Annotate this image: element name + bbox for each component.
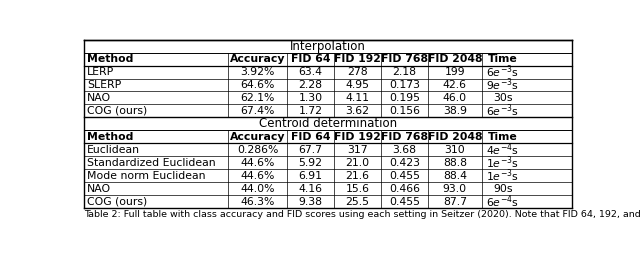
Text: 87.7: 87.7 xyxy=(443,197,467,207)
Text: $9e^{-3}$s: $9e^{-3}$s xyxy=(486,77,519,93)
Text: FID 192: FID 192 xyxy=(334,132,381,142)
Text: Centroid determination: Centroid determination xyxy=(259,117,397,130)
Text: 0.466: 0.466 xyxy=(389,184,420,194)
Text: SLERP: SLERP xyxy=(87,80,121,90)
Text: $6e^{-4}$s: $6e^{-4}$s xyxy=(486,193,519,210)
Text: Table 2: Full table with class accuracy and FID scores using each setting in Sei: Table 2: Full table with class accuracy … xyxy=(84,210,640,219)
Text: COG (ours): COG (ours) xyxy=(87,197,147,207)
Text: 2.18: 2.18 xyxy=(392,67,417,77)
Text: 4.11: 4.11 xyxy=(346,93,369,103)
Text: Time: Time xyxy=(488,132,518,142)
Text: 42.6: 42.6 xyxy=(443,80,467,90)
Text: 1.72: 1.72 xyxy=(299,106,323,116)
Text: 63.4: 63.4 xyxy=(299,67,323,77)
Text: 21.6: 21.6 xyxy=(346,171,369,181)
Text: 44.6%: 44.6% xyxy=(241,158,275,168)
Text: Method: Method xyxy=(87,54,133,64)
Text: $6e^{-3}$s: $6e^{-3}$s xyxy=(486,103,519,119)
Text: 62.1%: 62.1% xyxy=(241,93,275,103)
Text: Time: Time xyxy=(488,54,518,64)
Text: 4.95: 4.95 xyxy=(346,80,369,90)
Text: FID 768: FID 768 xyxy=(381,132,428,142)
Text: Accuracy: Accuracy xyxy=(230,132,285,142)
Text: Euclidean: Euclidean xyxy=(87,145,140,155)
Text: FID 192: FID 192 xyxy=(334,54,381,64)
Text: NAO: NAO xyxy=(87,184,111,194)
Text: 46.0: 46.0 xyxy=(443,93,467,103)
Text: Interpolation: Interpolation xyxy=(290,40,366,53)
Text: 64.6%: 64.6% xyxy=(241,80,275,90)
Text: $6e^{-3}$s: $6e^{-3}$s xyxy=(486,64,519,80)
Text: 3.62: 3.62 xyxy=(346,106,369,116)
Text: 88.8: 88.8 xyxy=(443,158,467,168)
Text: $1e^{-3}$s: $1e^{-3}$s xyxy=(486,167,519,184)
Text: 38.9: 38.9 xyxy=(443,106,467,116)
Text: NAO: NAO xyxy=(87,93,111,103)
Text: 30s: 30s xyxy=(493,93,513,103)
Text: FID 2048: FID 2048 xyxy=(428,54,482,64)
Text: 21.0: 21.0 xyxy=(346,158,369,168)
Text: 9.38: 9.38 xyxy=(299,197,323,207)
Text: Mode norm Euclidean: Mode norm Euclidean xyxy=(87,171,205,181)
Text: 44.6%: 44.6% xyxy=(241,171,275,181)
Text: $4e^{-4}$s: $4e^{-4}$s xyxy=(486,141,519,158)
Text: 317: 317 xyxy=(348,145,368,155)
Text: Method: Method xyxy=(87,132,133,142)
Text: 0.156: 0.156 xyxy=(389,106,420,116)
Text: 6.91: 6.91 xyxy=(299,171,323,181)
Text: 3.92%: 3.92% xyxy=(241,67,275,77)
Text: 93.0: 93.0 xyxy=(443,184,467,194)
Text: 0.455: 0.455 xyxy=(389,197,420,207)
Text: Accuracy: Accuracy xyxy=(230,54,285,64)
Text: 0.195: 0.195 xyxy=(389,93,420,103)
Text: FID 768: FID 768 xyxy=(381,54,428,64)
Text: 44.0%: 44.0% xyxy=(241,184,275,194)
Text: 67.7: 67.7 xyxy=(299,145,323,155)
Text: $1e^{-3}$s: $1e^{-3}$s xyxy=(486,154,519,171)
Text: 88.4: 88.4 xyxy=(443,171,467,181)
Text: 25.5: 25.5 xyxy=(346,197,369,207)
Text: 0.173: 0.173 xyxy=(389,80,420,90)
Text: 67.4%: 67.4% xyxy=(241,106,275,116)
Text: 2.28: 2.28 xyxy=(299,80,323,90)
Text: 46.3%: 46.3% xyxy=(241,197,275,207)
Text: 90s: 90s xyxy=(493,184,513,194)
Text: FID 2048: FID 2048 xyxy=(428,132,482,142)
Text: 4.16: 4.16 xyxy=(299,184,323,194)
Text: Standardized Euclidean: Standardized Euclidean xyxy=(87,158,216,168)
Text: COG (ours): COG (ours) xyxy=(87,106,147,116)
Text: 278: 278 xyxy=(348,67,368,77)
Text: 3.68: 3.68 xyxy=(392,145,417,155)
Text: 1.30: 1.30 xyxy=(299,93,323,103)
Text: 5.92: 5.92 xyxy=(299,158,323,168)
Text: 199: 199 xyxy=(445,67,465,77)
Text: 15.6: 15.6 xyxy=(346,184,369,194)
Text: LERP: LERP xyxy=(87,67,114,77)
Text: FID 64: FID 64 xyxy=(291,54,330,64)
Text: 0.455: 0.455 xyxy=(389,171,420,181)
Text: 310: 310 xyxy=(445,145,465,155)
Text: 0.423: 0.423 xyxy=(389,158,420,168)
Text: 0.286%: 0.286% xyxy=(237,145,278,155)
Text: FID 64: FID 64 xyxy=(291,132,330,142)
